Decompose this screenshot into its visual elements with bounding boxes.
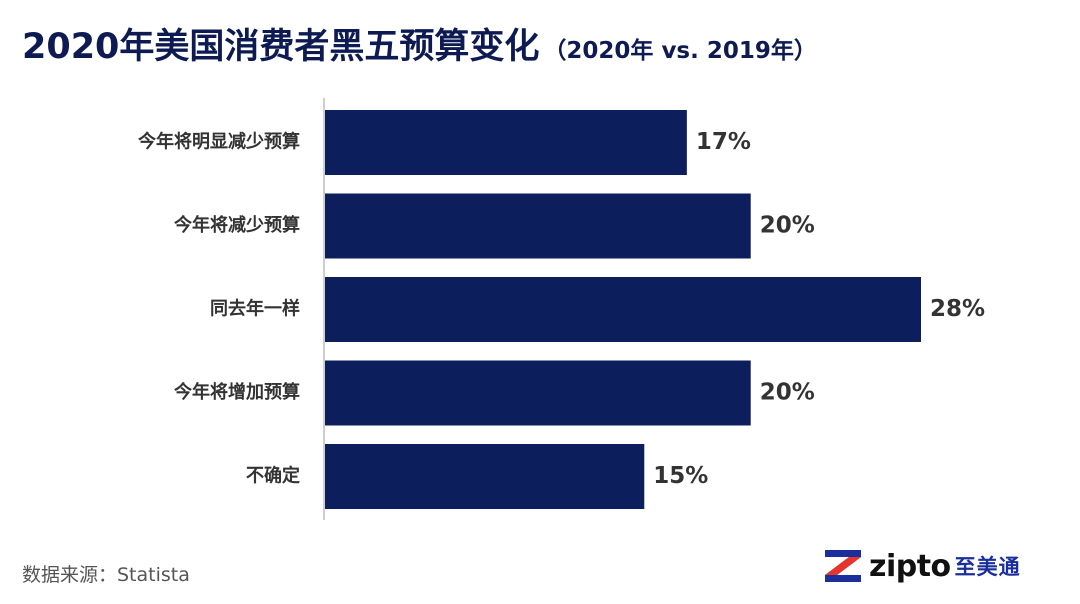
zipto-logo: zipto 至美通 [823, 547, 1021, 585]
category-label-3: 今年将增加预算 [174, 381, 300, 403]
value-label-2: 28% [930, 296, 985, 322]
logo-brand: zipto [869, 548, 951, 584]
category-label-4: 不确定 [246, 465, 300, 487]
value-label-4: 15% [653, 463, 708, 489]
value-label-0: 17% [696, 129, 751, 155]
chart-title-main: 2020年美国消费者黑五预算变化 [22, 27, 540, 67]
value-label-3: 20% [760, 380, 815, 406]
chart-subtitle: （2020年 vs. 2019年） [543, 38, 817, 64]
source-note: 数据来源：Statista [22, 564, 190, 586]
bar-1 [325, 193, 751, 259]
logo-brand-cn: 至美通 [954, 555, 1021, 579]
bar-0 [325, 110, 687, 175]
category-label-0: 今年将明显减少预算 [138, 131, 300, 153]
z-logo-icon [825, 550, 861, 582]
category-label-2: 同去年一样 [210, 298, 300, 320]
bar-2 [325, 277, 921, 342]
bar-4 [325, 444, 645, 509]
bar-3 [325, 360, 751, 426]
category-label-1: 今年将减少预算 [174, 214, 300, 236]
value-label-1: 20% [760, 213, 815, 239]
chart-title: 2020年美国消费者黑五预算变化 （2020年 vs. 2019年） [22, 18, 817, 69]
